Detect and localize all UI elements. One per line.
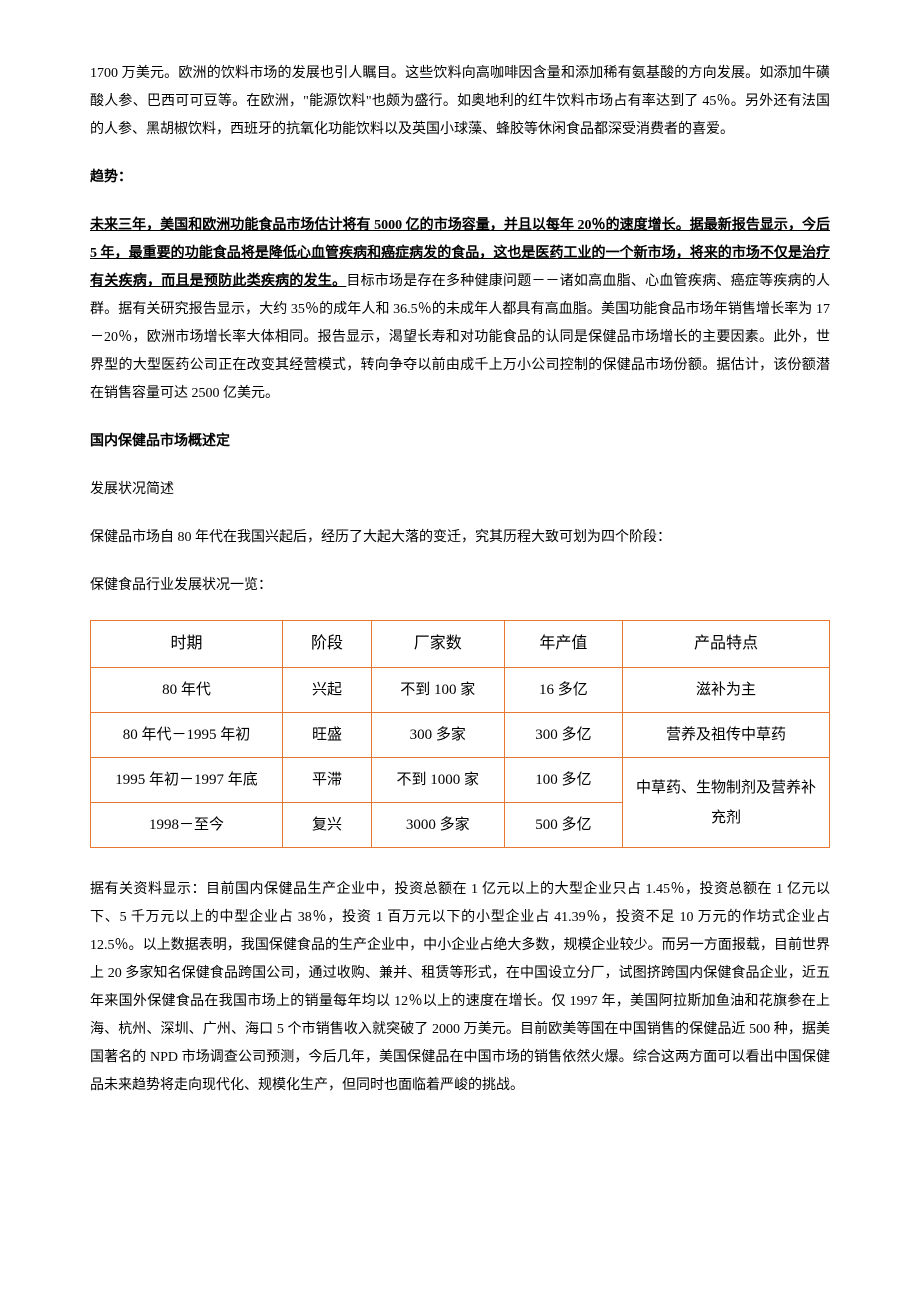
cell-feature: 营养及祖传中草药 xyxy=(623,713,830,758)
after-table-paragraph: 据有关资料显示：目前国内保健品生产企业中，投资总额在 1 亿元以上的大型企业只占… xyxy=(90,876,830,1100)
cell-value: 16 多亿 xyxy=(504,668,622,713)
cell-stage: 兴起 xyxy=(283,668,372,713)
cell-stage: 复兴 xyxy=(283,803,372,848)
trend-heading: 趋势： xyxy=(90,164,830,192)
intro-paragraph: 1700 万美元。欧洲的饮料市场的发展也引人瞩目。这些饮料向高咖啡因含量和添加稀… xyxy=(90,60,830,144)
cell-count: 不到 100 家 xyxy=(371,668,504,713)
trend-paragraph: 未来三年，美国和欧洲功能食品市场估计将有 5000 亿的市场容量，并且以每年 2… xyxy=(90,212,830,408)
trend-rest-text: 目标市场是存在多种健康问题－－诸如高血脂、心血管疾病、癌症等疾病的人群。据有关研… xyxy=(90,274,830,401)
table-header-row: 时期 阶段 厂家数 年产值 产品特点 xyxy=(91,621,830,668)
cell-value: 300 多亿 xyxy=(504,713,622,758)
table-row: 80 年代－1995 年初 旺盛 300 多家 300 多亿 营养及祖传中草药 xyxy=(91,713,830,758)
header-count: 厂家数 xyxy=(371,621,504,668)
header-period: 时期 xyxy=(91,621,283,668)
industry-table-wrapper: 时期 阶段 厂家数 年产值 产品特点 80 年代 兴起 不到 100 家 16 … xyxy=(90,620,830,848)
cell-feature: 滋补为主 xyxy=(623,668,830,713)
cell-count: 3000 多家 xyxy=(371,803,504,848)
cell-stage: 旺盛 xyxy=(283,713,372,758)
cell-count: 300 多家 xyxy=(371,713,504,758)
table-row: 1995 年初－1997 年底 平滞 不到 1000 家 100 多亿 中草药、… xyxy=(91,758,830,803)
cell-value: 500 多亿 xyxy=(504,803,622,848)
dev-status-heading: 发展状况简述 xyxy=(90,476,830,504)
cell-period: 1995 年初－1997 年底 xyxy=(91,758,283,803)
cell-period: 1998－至今 xyxy=(91,803,283,848)
cell-count: 不到 1000 家 xyxy=(371,758,504,803)
table-intro-paragraph: 保健食品行业发展状况一览： xyxy=(90,572,830,600)
industry-table: 时期 阶段 厂家数 年产值 产品特点 80 年代 兴起 不到 100 家 16 … xyxy=(90,620,830,848)
cell-stage: 平滞 xyxy=(283,758,372,803)
table-row: 80 年代 兴起 不到 100 家 16 多亿 滋补为主 xyxy=(91,668,830,713)
header-value: 年产值 xyxy=(504,621,622,668)
dev-intro-paragraph: 保健品市场自 80 年代在我国兴起后，经历了大起大落的变迁，究其历程大致可划为四… xyxy=(90,524,830,552)
cell-period: 80 年代－1995 年初 xyxy=(91,713,283,758)
cell-value: 100 多亿 xyxy=(504,758,622,803)
cell-period: 80 年代 xyxy=(91,668,283,713)
cell-feature-merged: 中草药、生物制剂及营养补充剂 xyxy=(623,758,830,848)
domestic-heading: 国内保健品市场概述定 xyxy=(90,428,830,456)
header-stage: 阶段 xyxy=(283,621,372,668)
header-feature: 产品特点 xyxy=(623,621,830,668)
